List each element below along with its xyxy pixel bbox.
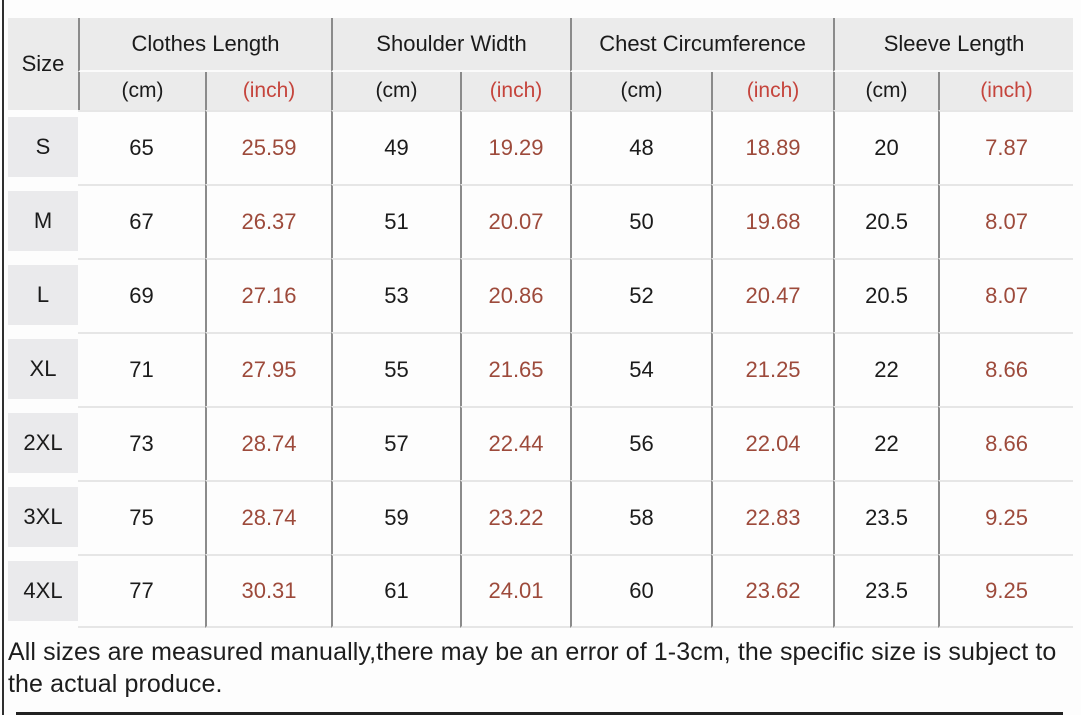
size-column-header: Size (8, 18, 78, 110)
size-cell: S (8, 110, 78, 184)
chest-circumference-cm-value: 52 (570, 258, 712, 332)
shoulder-width-cm-value: 55 (331, 332, 460, 406)
sleeve-length-inch-value: 9.25 (938, 554, 1074, 628)
header-row-groups: Size Clothes Length Shoulder Width Chest… (8, 18, 1074, 110)
shoulder-width-cm-value: 61 (331, 554, 460, 628)
sleeve-length-cm-unit: (cm) (833, 72, 939, 110)
shoulder-width-inch-value: 19.29 (460, 110, 571, 184)
clothes-length-inch-value: 28.74 (205, 406, 331, 480)
clothes-length-inch-value: 30.31 (205, 554, 331, 628)
sleeve-length-cm-value: 22 (833, 332, 939, 406)
shoulder-width-inch-unit: (inch) (460, 72, 571, 110)
sleeve-length-header: Sleeve Length (833, 18, 1074, 72)
table-row: 2XL 73 28.74 57 22.44 56 22.04 22 8.66 (8, 406, 1074, 480)
chest-circumference-cm-unit: (cm) (570, 72, 712, 110)
shoulder-width-cm-value: 53 (331, 258, 460, 332)
size-chip: M (8, 191, 78, 251)
chest-circumference-inch-value: 20.47 (711, 258, 834, 332)
chest-circumference-inch-value: 23.62 (711, 554, 834, 628)
sleeve-length-cm-value: 20 (833, 110, 939, 184)
size-cell: 3XL (8, 480, 78, 554)
sleeve-length-inch-value: 8.66 (938, 406, 1074, 480)
shoulder-width-header: Shoulder Width (331, 18, 571, 72)
clothes-length-cm-value: 69 (78, 258, 205, 332)
clothes-length-cm-value: 71 (78, 332, 205, 406)
clothes-length-cm-unit: (cm) (78, 72, 205, 110)
chest-circumference-cm-value: 48 (570, 110, 712, 184)
clothes-length-inch-value: 27.16 (205, 258, 331, 332)
measurement-disclaimer: All sizes are measured manually,there ma… (8, 638, 1057, 699)
sleeve-length-inch-value: 8.66 (938, 332, 1074, 406)
size-cell: 4XL (8, 554, 78, 628)
chest-circumference-cm-value: 58 (570, 480, 712, 554)
sleeve-length-inch-value: 8.07 (938, 184, 1074, 258)
clothes-length-inch-value: 27.95 (205, 332, 331, 406)
bottom-frame-line (16, 712, 1063, 715)
shoulder-width-cm-value: 57 (331, 406, 460, 480)
sleeve-length-cm-value: 22 (833, 406, 939, 480)
sleeve-length-cm-value: 23.5 (833, 480, 939, 554)
table-row: M 67 26.37 51 20.07 50 19.68 20.5 8.07 (8, 184, 1074, 258)
size-cell: 2XL (8, 406, 78, 480)
size-cell: XL (8, 332, 78, 406)
shoulder-width-inch-value: 20.86 (460, 258, 571, 332)
size-chip: 3XL (8, 487, 78, 547)
sleeve-length-inch-value: 9.25 (938, 480, 1074, 554)
table-row: XL 71 27.95 55 21.65 54 21.25 22 8.66 (8, 332, 1074, 406)
chest-circumference-cm-value: 56 (570, 406, 712, 480)
clothes-length-cm-value: 77 (78, 554, 205, 628)
table-row: S 65 25.59 49 19.29 48 18.89 20 7.87 (8, 110, 1074, 184)
chest-circumference-inch-unit: (inch) (711, 72, 834, 110)
clothes-length-cm-value: 73 (78, 406, 205, 480)
chest-circumference-cm-value: 50 (570, 184, 712, 258)
size-chip: 4XL (8, 561, 78, 621)
clothes-length-cm-value: 75 (78, 480, 205, 554)
sleeve-length-inch-value: 7.87 (938, 110, 1074, 184)
clothes-length-cm-value: 67 (78, 184, 205, 258)
chest-circumference-inch-value: 18.89 (711, 110, 834, 184)
chest-circumference-header: Chest Circumference (570, 18, 834, 72)
sleeve-length-cm-value: 20.5 (833, 258, 939, 332)
size-cell: L (8, 258, 78, 332)
chest-circumference-cm-value: 60 (570, 554, 712, 628)
shoulder-width-inch-value: 23.22 (460, 480, 571, 554)
chest-circumference-inch-value: 21.25 (711, 332, 834, 406)
sleeve-length-inch-unit: (inch) (938, 72, 1074, 110)
table-row: 3XL 75 28.74 59 23.22 58 22.83 23.5 9.25 (8, 480, 1074, 554)
shoulder-width-inch-value: 21.65 (460, 332, 571, 406)
size-chip: L (8, 265, 78, 325)
table-row: 4XL 77 30.31 61 24.01 60 23.62 23.5 9.25 (8, 554, 1074, 628)
clothes-length-inch-value: 26.37 (205, 184, 331, 258)
sleeve-length-inch-value: 8.07 (938, 258, 1074, 332)
shoulder-width-cm-value: 51 (331, 184, 460, 258)
clothes-length-inch-value: 25.59 (205, 110, 331, 184)
clothes-length-inch-unit: (inch) (205, 72, 331, 110)
size-chart-table: Size Clothes Length Shoulder Width Chest… (8, 18, 1074, 628)
shoulder-width-cm-value: 59 (331, 480, 460, 554)
clothes-length-header: Clothes Length (78, 18, 331, 72)
chest-circumference-inch-value: 22.83 (711, 480, 834, 554)
shoulder-width-inch-value: 20.07 (460, 184, 571, 258)
size-chip: S (8, 117, 78, 177)
clothes-length-inch-value: 28.74 (205, 480, 331, 554)
chest-circumference-cm-value: 54 (570, 332, 712, 406)
shoulder-width-cm-value: 49 (331, 110, 460, 184)
table-row: L 69 27.16 53 20.86 52 20.47 20.5 8.07 (8, 258, 1074, 332)
shoulder-width-inch-value: 24.01 (460, 554, 571, 628)
sleeve-length-cm-value: 23.5 (833, 554, 939, 628)
clothes-length-cm-value: 65 (78, 110, 205, 184)
header-row-units: (cm) (inch) (cm) (inch) (cm) (inch) (cm)… (8, 72, 1074, 110)
size-chip: XL (8, 339, 78, 399)
size-cell: M (8, 184, 78, 258)
size-chart: Size Clothes Length Shoulder Width Chest… (8, 18, 1074, 628)
size-chip: 2XL (8, 413, 78, 473)
shoulder-width-cm-unit: (cm) (331, 72, 460, 110)
shoulder-width-inch-value: 22.44 (460, 406, 571, 480)
chest-circumference-inch-value: 22.04 (711, 406, 834, 480)
sleeve-length-cm-value: 20.5 (833, 184, 939, 258)
left-frame-line (2, 0, 4, 715)
chest-circumference-inch-value: 19.68 (711, 184, 834, 258)
